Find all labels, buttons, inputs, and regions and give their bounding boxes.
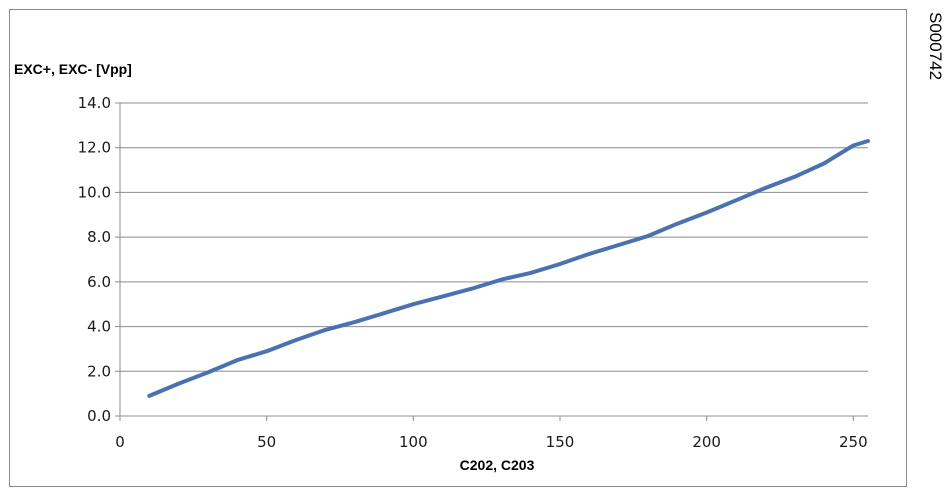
x-tick-label: 200 [692,433,721,451]
x-tick-label: 100 [399,433,428,451]
gridlines [120,102,868,417]
y-tick-label: 8.0 [87,228,111,246]
y-tick-label: 2.0 [87,362,111,380]
x-tick-label: 50 [257,433,276,451]
y-tick-label: 14.0 [78,94,111,112]
x-axis-title: C202, C203 [460,457,535,473]
x-tick-label: 150 [546,433,575,451]
figure-code: S000742 [926,12,945,80]
y-tick-label: 12.0 [78,139,111,157]
y-tick-label: 6.0 [87,273,111,291]
series-layer [147,139,870,398]
y-tick-label: 10.0 [78,183,111,201]
series-line [147,139,870,398]
y-tick-label: 4.0 [87,318,111,336]
x-tick-label: 250 [839,433,868,451]
y-axis-title: EXC+, EXC- [Vpp] [14,61,132,77]
y-tick-label: 0.0 [87,407,111,425]
tick-labels: 0.0 2.0 4.0 6.0 8.0 10.0 12.0 14.0 0 50 100 150 200 2… [78,94,868,451]
x-tick-label: 0 [115,433,125,451]
chart-frame [9,9,907,487]
axes [115,102,868,421]
